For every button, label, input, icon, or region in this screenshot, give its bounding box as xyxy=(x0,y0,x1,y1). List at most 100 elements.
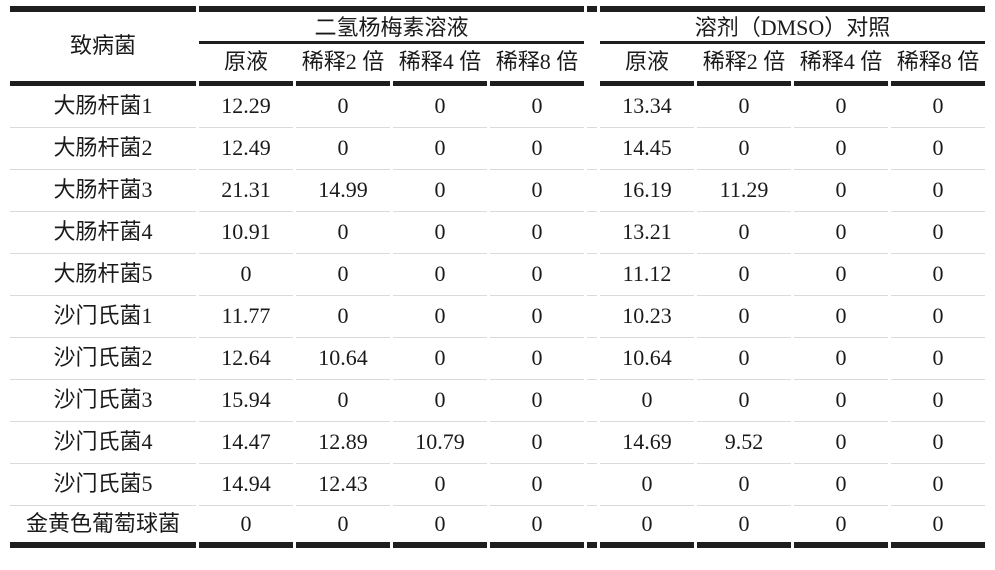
inhibition-value: 0 xyxy=(296,128,390,170)
antibacterial-inhibition-table: 致病菌 二氢杨梅素溶液 溶剂（DMSO）对照 原液 稀释2 倍稀释4 倍稀释8 倍… xyxy=(7,6,988,548)
subcolumn-header-dhm-3: 稀释8 倍 xyxy=(490,44,585,86)
inhibition-value: 0 xyxy=(600,464,695,506)
inhibition-value: 0 xyxy=(891,296,986,338)
group-header-dmso-control: 溶剂（DMSO）对照 xyxy=(600,6,986,44)
inhibition-value: 0 xyxy=(490,128,585,170)
inhibition-value: 0 xyxy=(393,296,487,338)
inhibition-value: 0 xyxy=(794,506,889,548)
table-row: 大肠杆菌4 10.91 0 0 0 13.21 0 0 0 xyxy=(10,212,986,254)
inhibition-value: 0 xyxy=(490,170,585,212)
inhibition-value: 0 xyxy=(393,128,487,170)
inhibition-value: 0 xyxy=(794,338,889,380)
inhibition-value: 11.29 xyxy=(697,170,792,212)
subcolumn-header-dmso-0: 原液 xyxy=(600,44,695,86)
paper-table-page: 致病菌 二氢杨梅素溶液 溶剂（DMSO）对照 原液 稀释2 倍稀释4 倍稀释8 倍… xyxy=(7,6,988,548)
inhibition-value: 0 xyxy=(296,296,390,338)
inhibition-value: 0 xyxy=(490,338,585,380)
inhibition-value: 0 xyxy=(697,338,792,380)
inhibition-value: 21.31 xyxy=(199,170,293,212)
table-row: 沙门氏菌4 14.47 12.89 10.79 0 14.69 9.52 0 0 xyxy=(10,422,986,464)
inhibition-value: 0 xyxy=(794,170,889,212)
inhibition-value: 0 xyxy=(490,254,585,296)
inhibition-value: 9.52 xyxy=(697,422,792,464)
pathogen-name: 沙门氏菌1 xyxy=(10,296,196,338)
inhibition-value: 12.64 xyxy=(199,338,293,380)
table-row: 大肠杆菌2 12.49 0 0 0 14.45 0 0 0 xyxy=(10,128,986,170)
inhibition-value: 0 xyxy=(697,506,792,548)
inhibition-value: 12.43 xyxy=(296,464,390,506)
pathogen-name: 大肠杆菌1 xyxy=(10,86,196,128)
inhibition-value: 10.91 xyxy=(199,212,293,254)
subcolumn-header-dmso-2: 稀释4 倍 xyxy=(794,44,889,86)
group-gap-cell xyxy=(587,338,598,380)
subcolumn-header-dhm-2: 稀释4 倍 xyxy=(393,44,487,86)
inhibition-value: 14.94 xyxy=(199,464,293,506)
inhibition-value: 0 xyxy=(697,296,792,338)
pathogen-name: 大肠杆菌4 xyxy=(10,212,196,254)
inhibition-value: 0 xyxy=(199,506,293,548)
inhibition-value: 0 xyxy=(490,380,585,422)
inhibition-value: 10.64 xyxy=(600,338,695,380)
inhibition-value: 12.29 xyxy=(199,86,293,128)
group-gap-cell xyxy=(587,296,598,338)
inhibition-value: 0 xyxy=(393,380,487,422)
inhibition-value: 0 xyxy=(794,254,889,296)
subcolumn-header-dmso-1: 稀释2 倍 xyxy=(697,44,792,86)
pathogen-name: 大肠杆菌3 xyxy=(10,170,196,212)
inhibition-value: 0 xyxy=(296,86,390,128)
inhibition-value: 0 xyxy=(891,338,986,380)
inhibition-value: 0 xyxy=(794,296,889,338)
inhibition-value: 14.47 xyxy=(199,422,293,464)
inhibition-value: 11.12 xyxy=(600,254,695,296)
inhibition-value: 0 xyxy=(891,86,986,128)
inhibition-value: 0 xyxy=(697,380,792,422)
inhibition-value: 10.23 xyxy=(600,296,695,338)
pathogen-name: 沙门氏菌3 xyxy=(10,380,196,422)
table-row: 沙门氏菌2 12.64 10.64 0 0 10.64 0 0 0 xyxy=(10,338,986,380)
group-gap-cell xyxy=(587,86,598,128)
group-header-dhm-solution: 二氢杨梅素溶液 xyxy=(199,6,585,44)
group-gap-cell xyxy=(587,128,598,170)
subcolumn-header-dhm-1: 稀释2 倍 xyxy=(296,44,390,86)
inhibition-value: 10.64 xyxy=(296,338,390,380)
inhibition-value: 0 xyxy=(794,464,889,506)
inhibition-value: 0 xyxy=(697,464,792,506)
inhibition-value: 0 xyxy=(891,380,986,422)
inhibition-value: 0 xyxy=(490,296,585,338)
table-row: 沙门氏菌1 11.77 0 0 0 10.23 0 0 0 xyxy=(10,296,986,338)
inhibition-value: 0 xyxy=(490,506,585,548)
group-gap-cell xyxy=(587,170,598,212)
group-header-row: 致病菌 二氢杨梅素溶液 溶剂（DMSO）对照 xyxy=(10,6,986,86)
inhibition-value: 0 xyxy=(600,506,695,548)
pathogen-name: 沙门氏菌2 xyxy=(10,338,196,380)
inhibition-value: 0 xyxy=(393,338,487,380)
inhibition-value: 0 xyxy=(794,422,889,464)
pathogen-name: 大肠杆菌5 xyxy=(10,254,196,296)
group-gap-cell xyxy=(587,422,598,464)
inhibition-value: 12.49 xyxy=(199,128,293,170)
inhibition-value: 0 xyxy=(393,254,487,296)
inhibition-value: 0 xyxy=(891,212,986,254)
inhibition-value: 0 xyxy=(199,254,293,296)
inhibition-value: 0 xyxy=(697,254,792,296)
inhibition-value: 0 xyxy=(891,506,986,548)
inhibition-value: 13.34 xyxy=(600,86,695,128)
inhibition-value: 12.89 xyxy=(296,422,390,464)
group-gap-cell xyxy=(587,464,598,506)
inhibition-value: 0 xyxy=(794,212,889,254)
inhibition-value: 14.45 xyxy=(600,128,695,170)
inhibition-value: 0 xyxy=(891,422,986,464)
inhibition-value: 0 xyxy=(296,212,390,254)
inhibition-value: 13.21 xyxy=(600,212,695,254)
inhibition-value: 10.79 xyxy=(393,422,487,464)
inhibition-value: 11.77 xyxy=(199,296,293,338)
inhibition-value: 0 xyxy=(296,506,390,548)
inhibition-value: 0 xyxy=(697,128,792,170)
table-row: 大肠杆菌5 0 0 0 0 11.12 0 0 0 xyxy=(10,254,986,296)
group-gap-cell xyxy=(587,506,598,548)
inhibition-value: 0 xyxy=(891,170,986,212)
inhibition-value: 0 xyxy=(296,254,390,296)
inhibition-value: 14.99 xyxy=(296,170,390,212)
inhibition-value: 0 xyxy=(490,86,585,128)
pathogen-name: 沙门氏菌5 xyxy=(10,464,196,506)
